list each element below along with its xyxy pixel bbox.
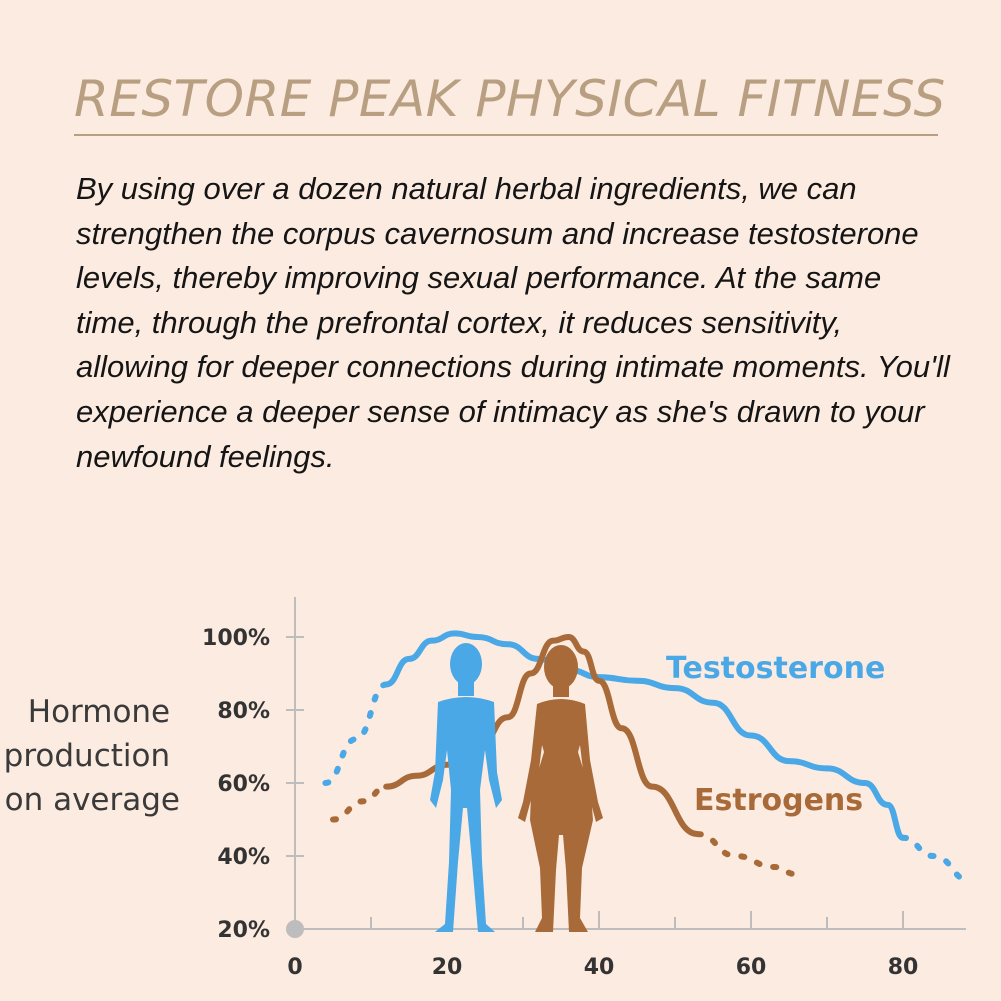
x-tick-label: 20 [432, 955, 463, 980]
x-tick-label: 40 [584, 955, 615, 980]
series-line-estrogens [383, 633, 701, 838]
origin-dot [286, 920, 304, 938]
x-tick-label: 60 [736, 955, 767, 980]
x-tick-label: 0 [287, 955, 302, 980]
page-headline: RESTORE PEAK PHYSICAL FITNESS [74, 70, 946, 128]
y-tick-label: 60% [217, 772, 270, 797]
series-line-estrogens-dotted [694, 831, 800, 878]
series-label-testosterone: Testosterone [666, 651, 885, 686]
series-line-testosterone-dotted [322, 681, 390, 786]
series-layer [322, 630, 975, 885]
x-tick-label: 80 [888, 955, 919, 980]
y-axis-label: Hormone production on average [4, 694, 180, 818]
axes [286, 597, 966, 938]
y-tick-label: 20% [217, 918, 270, 943]
series-line-testosterone-dotted [900, 834, 975, 885]
y-ticks: 20% 40% 60% 80% 100% [202, 626, 304, 943]
series-label-estrogens: Estrogens [694, 783, 863, 818]
y-axis-label-line-2: production [4, 738, 170, 774]
y-axis-label-line-3: on average [5, 782, 180, 818]
body-paragraph: By using over a dozen natural herbal ing… [76, 171, 950, 474]
series-line-estrogens-dotted [330, 783, 390, 823]
series-line-testosterone [383, 630, 906, 841]
female-figure-icon [518, 645, 603, 932]
y-axis-label-line-1: Hormone [28, 694, 170, 730]
y-tick-label: 100% [202, 626, 270, 651]
headline-underline [74, 134, 938, 136]
y-tick-label: 40% [217, 845, 270, 870]
male-figure-icon [430, 643, 502, 932]
y-tick-label: 80% [217, 699, 270, 724]
x-ticks: 0 20 40 60 80 [287, 911, 918, 980]
